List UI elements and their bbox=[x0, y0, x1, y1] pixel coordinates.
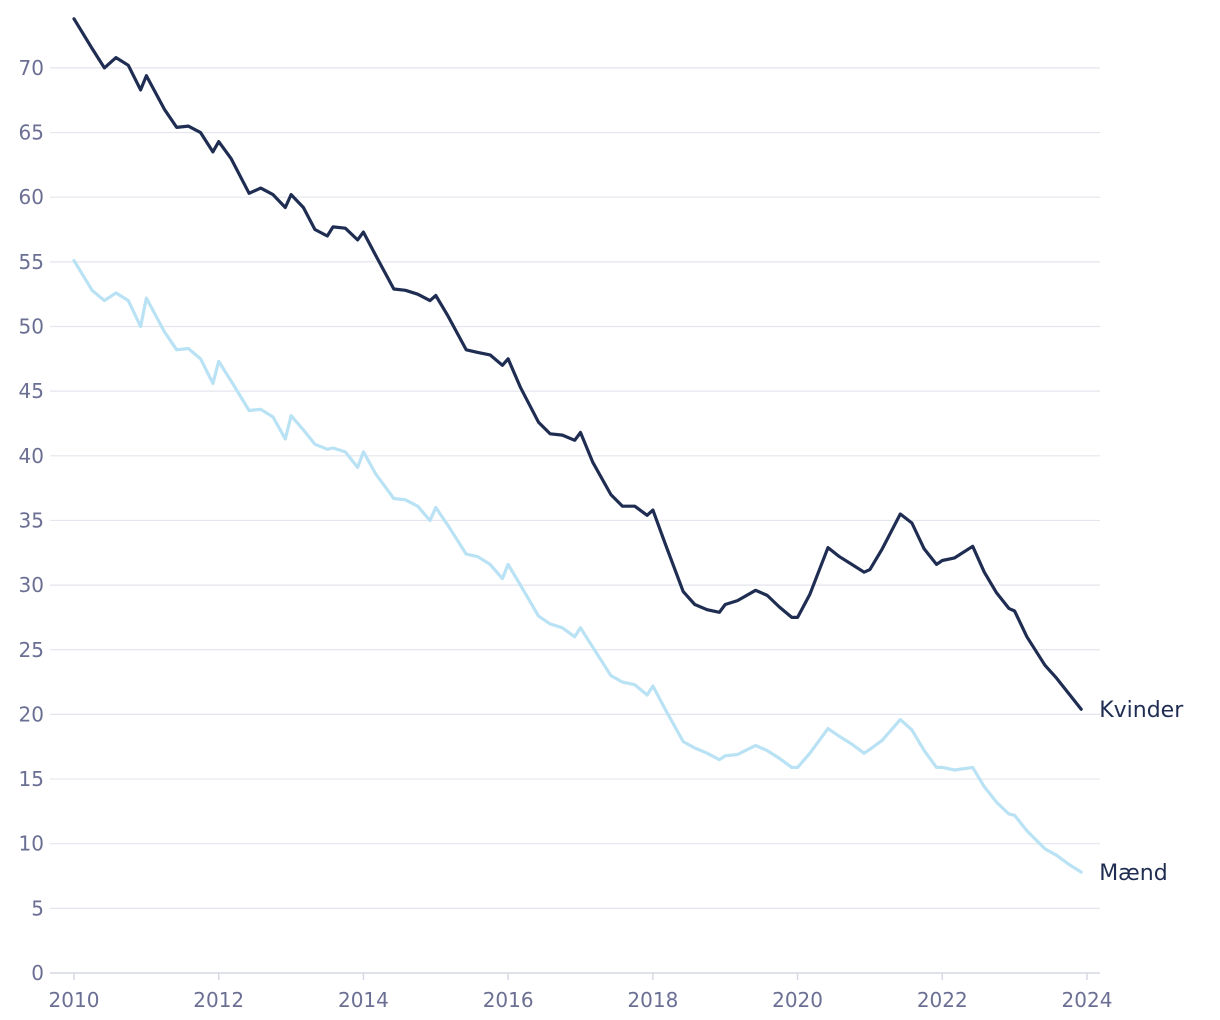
series-label-m-nd: Mænd bbox=[1099, 861, 1168, 886]
y-tick-label: 65 bbox=[19, 121, 44, 145]
x-tick-label: 2024 bbox=[1062, 988, 1113, 1012]
y-tick-label: 30 bbox=[19, 573, 44, 597]
y-tick-label: 70 bbox=[19, 56, 44, 80]
y-axis: 0 5 10 15 20 25 30 35 40 45 50 55 60 65 70 bbox=[19, 56, 44, 985]
x-tick-label: 2014 bbox=[338, 988, 389, 1012]
grid-lines bbox=[50, 67, 1100, 909]
y-tick-label: 20 bbox=[19, 702, 44, 726]
y-tick-label: 15 bbox=[19, 767, 44, 791]
x-tick-label: 2012 bbox=[193, 988, 244, 1012]
y-tick-label: 25 bbox=[19, 638, 44, 662]
y-tick-label: 60 bbox=[19, 185, 44, 209]
x-tick-label: 2020 bbox=[772, 988, 823, 1012]
y-tick-label: 35 bbox=[19, 508, 44, 532]
series-line-kvinder bbox=[72, 17, 1083, 711]
x-tick-label: 2022 bbox=[917, 988, 968, 1012]
x-tick-label: 2018 bbox=[627, 988, 678, 1012]
y-tick-label: 40 bbox=[19, 444, 44, 468]
series-label-kvinder: Kvinder bbox=[1099, 698, 1184, 723]
y-tick-label: 0 bbox=[31, 961, 44, 985]
series-layer bbox=[72, 17, 1083, 874]
y-tick-label: 50 bbox=[19, 315, 44, 339]
y-tick-label: 5 bbox=[31, 896, 44, 920]
series-line-m-nd bbox=[72, 259, 1083, 874]
y-tick-label: 45 bbox=[19, 379, 44, 403]
x-tick-label: 2016 bbox=[483, 988, 534, 1012]
x-tick-label: 2010 bbox=[49, 988, 100, 1012]
y-tick-label: 10 bbox=[19, 832, 44, 856]
y-tick-label: 55 bbox=[19, 250, 44, 274]
series-labels: Kvinder Mænd bbox=[1099, 698, 1184, 886]
x-axis: 2010 2012 2014 2016 2018 2020 2022 2024 bbox=[49, 972, 1113, 1012]
